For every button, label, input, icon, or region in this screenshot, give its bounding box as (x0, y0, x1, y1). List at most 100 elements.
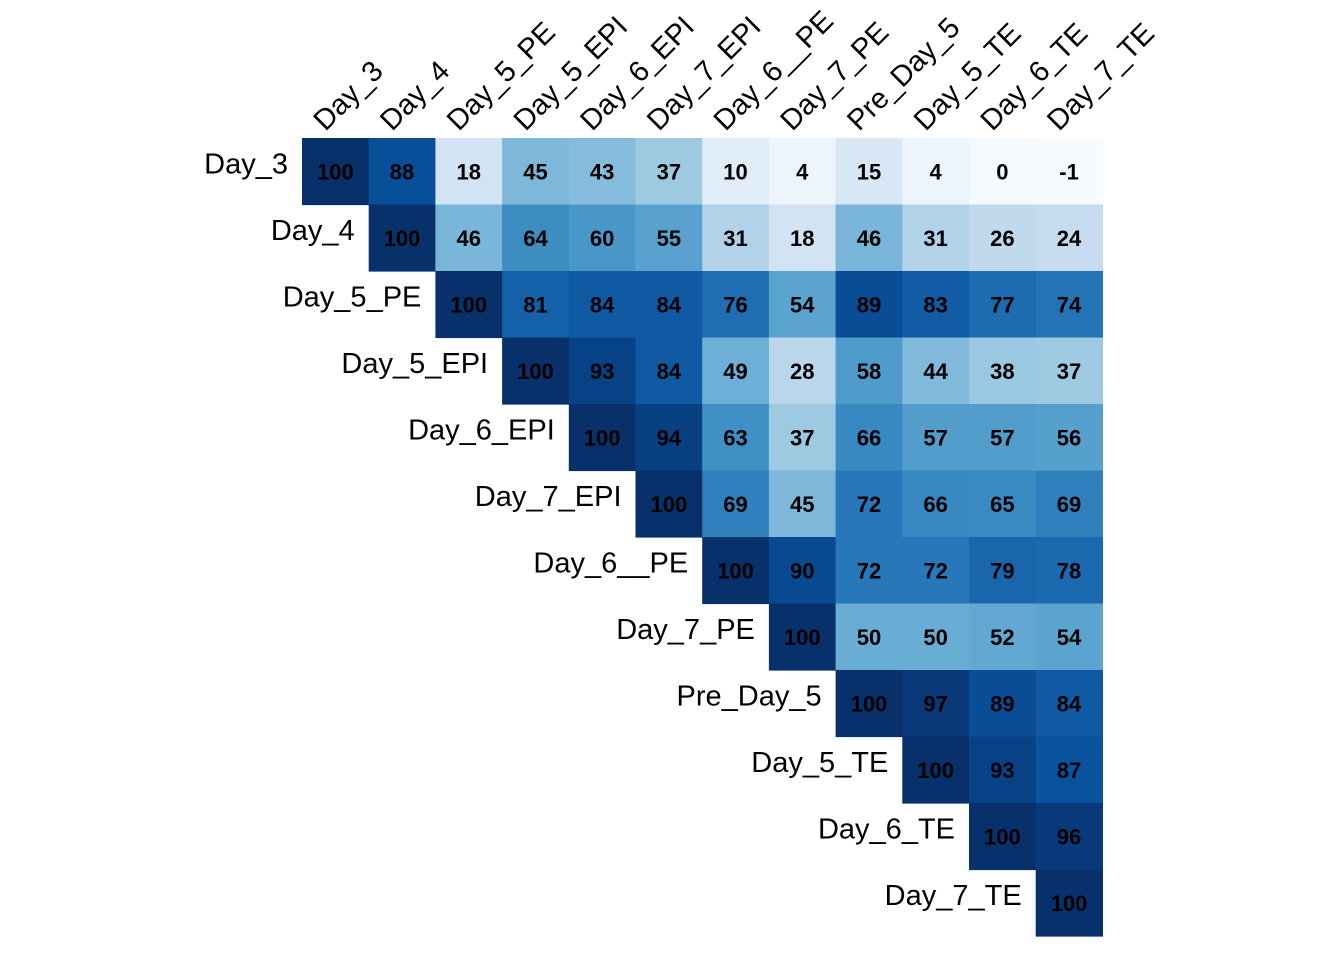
cell-value-label: 50 (857, 625, 881, 650)
cell-value-label: 84 (1057, 691, 1082, 716)
cell-value-label: 84 (657, 359, 682, 384)
cell-value-label: 83 (923, 292, 947, 317)
cell-value-label: 18 (457, 159, 481, 184)
cell-value-label: 57 (923, 425, 947, 450)
heatmap-cell (835, 537, 903, 605)
cell-value-label: 84 (590, 292, 615, 317)
cell-value-label: 100 (717, 558, 754, 583)
heatmap-cell (302, 138, 370, 206)
cell-value-label: 100 (584, 425, 621, 450)
heatmap-cell (835, 470, 903, 538)
row-label: Day_6_TE (818, 813, 955, 845)
cell-value-label: 100 (317, 159, 354, 184)
cell-value-label: 46 (857, 226, 881, 251)
heatmap-cell (969, 470, 1037, 538)
heatmap-cell (969, 337, 1037, 405)
heatmap-cell (1035, 537, 1103, 605)
heatmap-cell (969, 204, 1037, 272)
heatmap-cell (902, 670, 970, 738)
heatmap-cell (768, 603, 837, 671)
heatmap-cell (1035, 803, 1103, 871)
heatmap-cell (969, 670, 1037, 738)
heatmap-cell (568, 404, 637, 472)
cell-value-label: 100 (1051, 891, 1088, 916)
cell-value-label: 90 (790, 558, 814, 583)
cell-value-label: 77 (990, 292, 1014, 317)
heatmap-cell (702, 470, 770, 538)
cell-value-label: 66 (857, 425, 881, 450)
heatmap-cell (702, 138, 770, 206)
cell-value-label: 4 (796, 159, 809, 184)
cell-value-label: 94 (657, 425, 682, 450)
column-labels: Day_3Day_4Day_5_PEDay_5_EPIDay_6_EPIDay_… (308, 5, 1161, 137)
heatmap-cell (768, 271, 837, 339)
row-label: Day_4 (271, 215, 355, 247)
heatmap-cell (902, 404, 970, 472)
heatmap-cell (969, 537, 1037, 605)
heatmap-cell (835, 603, 903, 671)
heatmap-cell (835, 138, 903, 206)
heatmap-cell (969, 404, 1037, 472)
heatmap-cell (635, 337, 703, 405)
cell-value-label: 50 (923, 625, 947, 650)
cell-value-label: 55 (657, 226, 681, 251)
cell-value-label: 100 (384, 226, 421, 251)
cell-value-label: 100 (917, 758, 954, 783)
cell-value-label: 38 (990, 359, 1014, 384)
cell-value-label: 89 (990, 691, 1014, 716)
cell-value-label: 72 (857, 492, 881, 517)
cell-value-label: 37 (790, 425, 814, 450)
cell-value-label: 88 (390, 159, 414, 184)
cell-value-label: 72 (857, 558, 881, 583)
heatmap-cell (1035, 204, 1103, 272)
row-label: Day_7_PE (616, 614, 755, 646)
cell-value-label: 10 (723, 159, 747, 184)
heatmap-cell (635, 470, 703, 538)
row-labels: Day_3 Day_4 Day_5_PE Day_5_EPI Day_6_EPI Day_… (204, 148, 1022, 912)
heatmap-cell (902, 537, 970, 605)
cell-value-label: 15 (857, 159, 881, 184)
cell-value-label: 78 (1057, 558, 1081, 583)
heatmap-cell (835, 404, 903, 472)
cell-value-label: 28 (790, 359, 814, 384)
cell-value-label: 49 (723, 359, 747, 384)
heatmap-cell (635, 204, 703, 272)
heatmap-cell (435, 271, 503, 339)
heatmap-cell (1035, 603, 1103, 671)
cell-value-label: 56 (1057, 425, 1081, 450)
heatmap-cell (768, 404, 837, 472)
cell-value-label: 43 (590, 159, 614, 184)
heatmap-cell (902, 470, 970, 538)
heatmap-cells (302, 138, 1103, 937)
heatmap-cell (1035, 736, 1103, 804)
cell-value-label: 58 (857, 359, 881, 384)
cell-value-label: 54 (1057, 625, 1082, 650)
heatmap-cell (902, 204, 970, 272)
column-label: Day_4 (374, 55, 456, 137)
cell-value-label: 74 (1057, 292, 1082, 317)
heatmap-cell (768, 470, 837, 538)
heatmap-cell (1035, 404, 1103, 472)
heatmap-cell (568, 337, 637, 405)
cell-value-label: 96 (1057, 824, 1081, 849)
cell-value-label: 46 (457, 226, 481, 251)
cell-value-label: 26 (990, 226, 1014, 251)
heatmap-cell (502, 271, 570, 339)
heatmap-cell (435, 204, 503, 272)
row-label: Day_6__PE (533, 547, 688, 579)
heatmap-cell (702, 537, 770, 605)
heatmap-cell (768, 337, 837, 405)
cell-value-labels: 100 88 18 45 43 37 10 4 15 4 0 -1 100 46 64 60 55 31 18 46 3… (317, 159, 1087, 916)
heatmap-cell (1035, 869, 1103, 937)
heatmap-cell (835, 204, 903, 272)
cell-value-label: 18 (790, 226, 814, 251)
cell-value-label: 45 (790, 492, 814, 517)
cell-value-label: 45 (523, 159, 547, 184)
cell-value-label: 97 (923, 691, 947, 716)
row-label: Pre_Day_5 (677, 680, 822, 712)
heatmap-cell (702, 204, 770, 272)
cell-value-label: 69 (723, 492, 747, 517)
heatmap-cell (502, 204, 570, 272)
cell-value-label: 72 (923, 558, 947, 583)
